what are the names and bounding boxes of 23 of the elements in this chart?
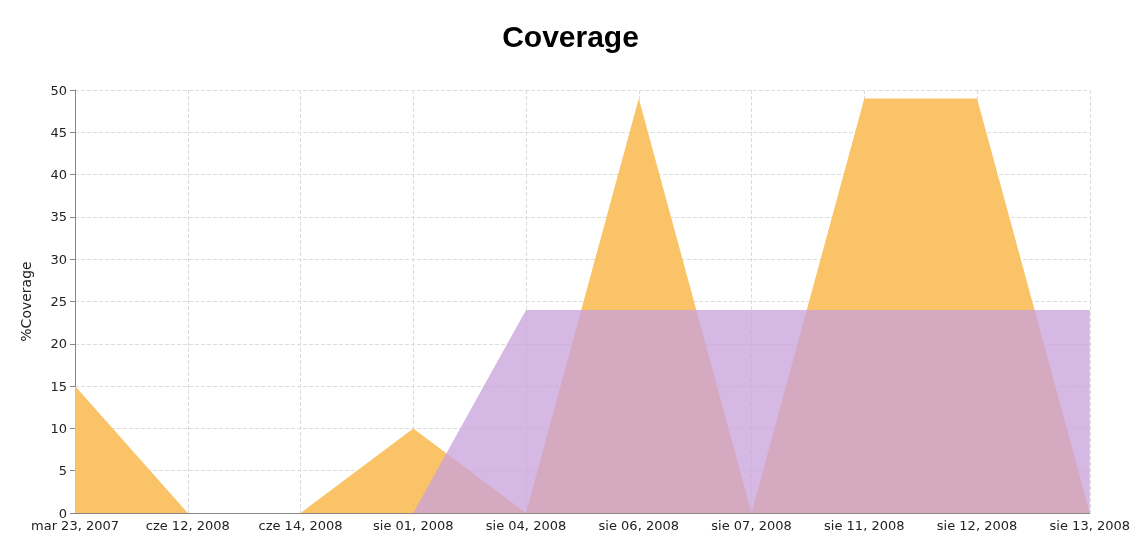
y-tick-label: 45 <box>50 124 67 140</box>
y-tick-label: 25 <box>50 294 67 309</box>
y-tick-label: 15 <box>50 378 67 394</box>
x-tick-label: sie 12, 2008 <box>936 518 1018 533</box>
x-tick-label: sie 01, 2008 <box>373 518 454 533</box>
x-tick-label: cze 14, 2008 <box>258 518 343 533</box>
x-tick-label: cze 12, 2008 <box>145 518 230 533</box>
x-tick-label: sie 11, 2008 <box>824 518 905 533</box>
y-tick-label: 35 <box>50 209 67 225</box>
x-tick-label: sie 13, 2008 <box>1049 518 1130 533</box>
y-tick-label: 30 <box>50 251 67 267</box>
x-tick-label: sie 07, 2008 <box>711 518 792 533</box>
x-tick-label: mar 23, 2007 <box>31 518 119 533</box>
x-tick-label: sie 04, 2008 <box>485 518 567 533</box>
chart-title: Coverage <box>502 19 639 53</box>
y-tick-label: 40 <box>50 167 67 183</box>
y-tick-label: 5 <box>58 463 67 479</box>
x-tick-label: sie 06, 2008 <box>598 518 679 533</box>
y-tick-label: 10 <box>50 420 67 436</box>
y-tick-label: 0 <box>58 505 67 521</box>
y-axis-title: %Coverage <box>18 261 34 342</box>
y-tick-label: 20 <box>50 336 67 352</box>
y-tick-label: 50 <box>50 82 67 98</box>
